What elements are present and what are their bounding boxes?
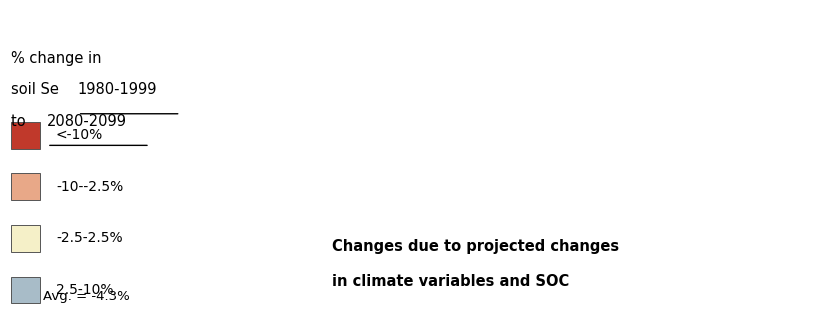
Bar xyxy=(11,225,39,252)
Text: soil Se: soil Se xyxy=(11,82,63,97)
Text: 1980-1999: 1980-1999 xyxy=(77,82,157,97)
Text: Changes due to projected changes: Changes due to projected changes xyxy=(333,239,619,254)
Text: -2.5-2.5%: -2.5-2.5% xyxy=(56,231,123,245)
Bar xyxy=(11,122,39,149)
Text: % change in: % change in xyxy=(11,51,102,65)
Text: 2.5-10%: 2.5-10% xyxy=(56,283,113,297)
Bar xyxy=(11,173,39,200)
Bar xyxy=(11,276,39,303)
Text: 2080-2099: 2080-2099 xyxy=(47,114,127,129)
Text: Avg. = -4.3%: Avg. = -4.3% xyxy=(44,290,130,303)
Text: in climate variables and SOC: in climate variables and SOC xyxy=(333,274,570,289)
Text: to: to xyxy=(11,114,30,129)
Text: -10--2.5%: -10--2.5% xyxy=(56,180,123,194)
Text: <-10%: <-10% xyxy=(56,128,103,142)
